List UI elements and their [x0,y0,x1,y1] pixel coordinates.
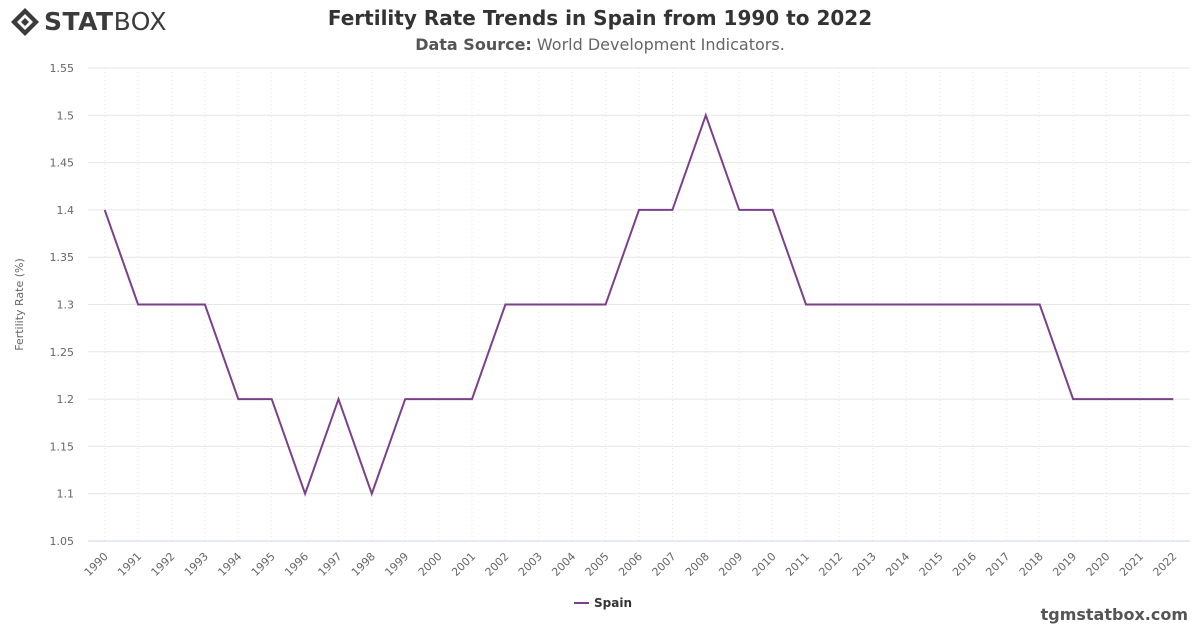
x-tick-label: 2013 [850,550,879,579]
chart-subtitle: Data Source: World Development Indicator… [0,35,1200,54]
y-tick-label: 1.25 [50,346,75,359]
y-tick-label: 1.1 [57,488,75,501]
y-axis-label: Fertility Rate (%) [13,258,26,351]
x-tick-label: 2008 [683,550,712,579]
y-tick-label: 1.4 [57,204,75,217]
chart-title: Fertility Rate Trends in Spain from 1990… [327,6,873,30]
brand-logo: STATBOX [10,6,167,38]
source-value: World Development Indicators. [536,35,785,54]
x-tick-label: 2004 [549,550,578,579]
x-tick-label: 2010 [750,550,779,579]
y-tick-label: 1.05 [50,535,75,548]
x-tick-label: 1999 [382,550,411,579]
x-tick-label: 2007 [650,550,679,579]
source-label: Data Source: [415,35,532,54]
brand-bold: STAT [44,7,114,36]
x-tick-label: 2003 [516,550,545,579]
x-tick-label: 1996 [282,550,311,579]
x-tick-label: 1990 [82,550,111,579]
x-tick-label: 2017 [983,550,1012,579]
x-tick-label: 1997 [316,550,345,579]
y-tick-label: 1.35 [50,251,75,264]
x-tick-label: 2001 [449,550,478,579]
x-tick-label: 1991 [115,550,144,579]
x-tick-label: 2014 [883,550,912,579]
y-tick-label: 1.15 [50,440,75,453]
x-tick-label: 1995 [249,550,278,579]
x-tick-label: 2012 [816,550,845,579]
x-tick-label: 2019 [1050,550,1079,579]
x-tick-label: 2006 [616,550,645,579]
x-tick-label: 1998 [349,550,378,579]
x-tick-label: 2005 [583,550,612,579]
x-tick-label: 2016 [950,550,979,579]
legend[interactable]: Spain [574,596,632,610]
series-line-spain [103,112,1174,497]
x-tick-label: 2009 [716,550,745,579]
footer-site[interactable]: tgmstatbox.com [1040,605,1188,624]
y-tick-label: 1.5 [57,109,75,122]
x-axis-ticks: 1990 1991 1992 1993 1994 1995 1996 1997 1998 1999… [82,550,1180,579]
diamond-logo-icon [11,8,39,36]
brand-wordmark: STATBOX [44,6,167,38]
x-tick-label: 2011 [783,550,812,579]
x-tick-label: 2000 [416,550,445,579]
y-tick-label: 1.3 [57,299,75,312]
brand-thin: BOX [113,7,167,36]
x-tick-label: 1994 [215,550,244,579]
x-tick-label: 2018 [1017,550,1046,579]
legend-label-spain: Spain [594,596,632,610]
x-tick-label: 1992 [149,550,178,579]
x-tick-label: 2020 [1084,550,1113,579]
x-tick-label: 2021 [1117,550,1146,579]
x-tick-label: 2002 [483,550,512,579]
y-tick-label: 1.55 [50,62,75,75]
y-axis-ticks: 1.05 1.1 1.15 1.2 1.25 1.3 1.35 1.4 1.45 1.5 1.55 [50,62,75,548]
y-tick-label: 1.45 [50,157,75,170]
y-tick-label: 1.2 [57,393,75,406]
x-tick-label: 1993 [182,550,211,579]
x-tick-label: 2022 [1150,550,1179,579]
x-tick-label: 2015 [917,550,946,579]
